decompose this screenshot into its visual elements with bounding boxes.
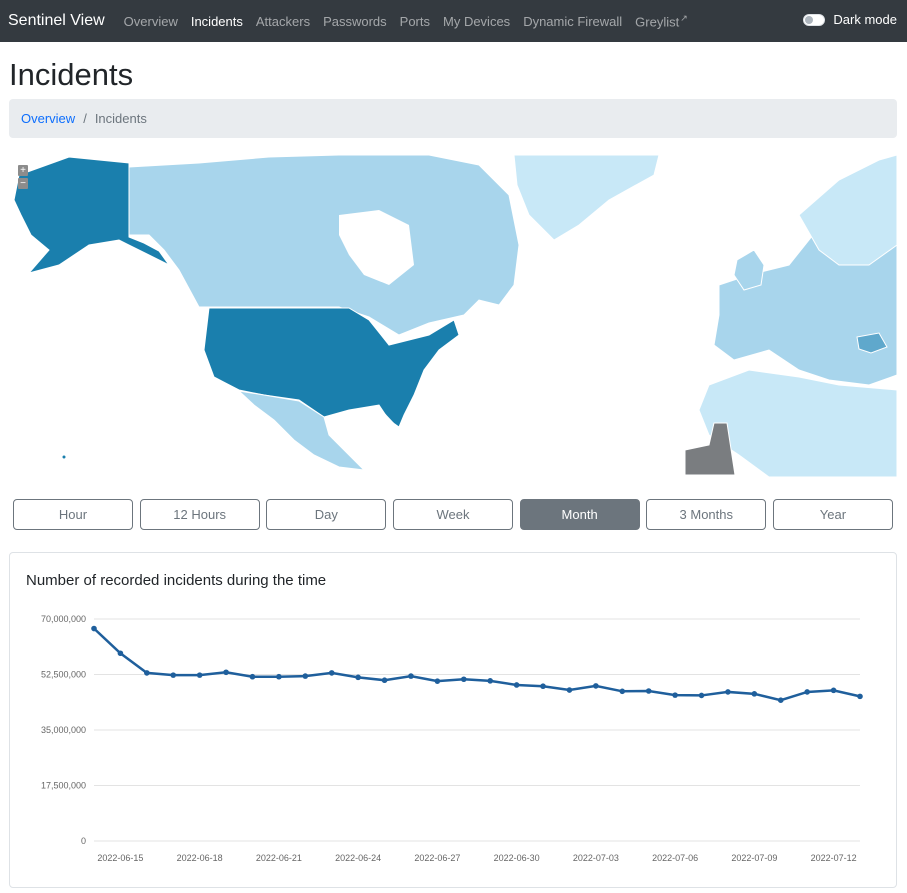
y-tick-label: 0 xyxy=(81,836,86,846)
x-tick-label: 2022-06-27 xyxy=(414,853,460,863)
range-button-hour[interactable]: Hour xyxy=(13,499,133,530)
range-button-3-months[interactable]: 3 Months xyxy=(646,499,767,530)
range-button-year[interactable]: Year xyxy=(772,499,893,530)
data-point xyxy=(725,689,731,695)
x-tick-label: 2022-06-30 xyxy=(494,853,540,863)
switch-knob xyxy=(805,15,814,24)
data-point xyxy=(196,672,203,678)
nav-item-greylist-label: Greylist xyxy=(635,14,680,30)
time-range-selector: Hour 12 Hours Day Week Month 3 Months Ye… xyxy=(13,499,893,530)
y-tick-label: 35,000,000 xyxy=(41,725,86,735)
page-title: Incidents xyxy=(9,57,134,92)
nav-item-greylist[interactable]: Greylist↗ xyxy=(635,13,688,29)
y-tick-label: 52,500,000 xyxy=(41,670,86,680)
data-point xyxy=(249,673,256,680)
breadcrumb-separator: / xyxy=(83,111,87,126)
brand-logo[interactable]: Sentinel View xyxy=(8,12,105,29)
dark-mode-switch[interactable] xyxy=(803,13,826,26)
map-region-north-africa[interactable] xyxy=(698,369,897,477)
data-point xyxy=(408,673,414,679)
map-country-mauritania[interactable] xyxy=(684,422,736,476)
data-point xyxy=(460,676,467,683)
y-tick-label: 70,000,000 xyxy=(41,614,86,624)
map-water-gulf-of-mexico xyxy=(329,407,394,453)
range-button-month[interactable]: Month xyxy=(519,499,640,530)
map-country-uk[interactable] xyxy=(733,249,765,291)
data-point xyxy=(223,669,229,676)
map-country-mexico[interactable] xyxy=(237,390,366,471)
incidents-line-chart: 70,000,000 52,500,000 35,000,000 17,500,000… xyxy=(41,614,863,863)
dark-mode-toggle[interactable]: Dark mode xyxy=(803,12,897,27)
data-point xyxy=(593,683,599,689)
incidents-chart-card: Number of recorded incidents during the … xyxy=(9,552,897,888)
data-point xyxy=(170,672,177,678)
x-tick-label: 2022-06-18 xyxy=(177,853,223,863)
x-tick-label: 2022-07-06 xyxy=(652,853,698,863)
nav-item-attackers[interactable]: Attackers xyxy=(255,13,311,29)
data-point xyxy=(487,678,494,684)
x-tick-label: 2022-07-12 xyxy=(811,853,857,863)
nav-item-overview[interactable]: Overview xyxy=(123,13,178,29)
breadcrumb: Overview / Incidents xyxy=(9,99,897,138)
data-point xyxy=(434,678,441,684)
x-tick-label: 2022-06-21 xyxy=(256,853,302,863)
map-country-alaska[interactable] xyxy=(13,156,170,274)
nav-item-passwords[interactable]: Passwords xyxy=(323,13,387,29)
data-point xyxy=(698,692,705,699)
x-tick-label: 2022-06-15 xyxy=(97,853,143,863)
data-point xyxy=(302,673,309,679)
data-point xyxy=(619,688,626,695)
data-point xyxy=(672,692,678,698)
nav-item-ports[interactable]: Ports xyxy=(399,13,430,29)
data-point xyxy=(91,625,97,632)
data-point xyxy=(777,697,784,703)
map-country-canada[interactable] xyxy=(128,155,520,336)
map-region-scandinavia[interactable] xyxy=(798,155,897,266)
data-point xyxy=(144,670,150,676)
breadcrumb-overview-link[interactable]: Overview xyxy=(21,111,76,126)
external-link-icon: ↗ xyxy=(680,12,688,23)
x-tick-label: 2022-06-24 xyxy=(335,853,381,863)
data-point xyxy=(830,687,837,694)
data-point xyxy=(276,673,282,680)
range-button-week[interactable]: Week xyxy=(392,499,513,530)
data-point xyxy=(857,693,863,700)
series-line xyxy=(93,627,861,702)
map-water-hudson-bay xyxy=(339,210,414,285)
data-point xyxy=(751,691,758,697)
y-tick-label: 17,500,000 xyxy=(41,781,86,791)
data-point xyxy=(381,677,388,684)
breadcrumb-current: Incidents xyxy=(94,111,147,126)
zoom-out-button[interactable]: − xyxy=(18,178,28,189)
top-navbar: Sentinel View Overview Incidents Attacke… xyxy=(0,0,907,42)
nav-item-my-devices[interactable]: My Devices xyxy=(443,13,511,29)
data-point xyxy=(355,674,361,681)
dark-mode-label: Dark mode xyxy=(833,12,897,27)
nav-item-incidents[interactable]: Incidents xyxy=(190,13,243,29)
x-tick-label: 2022-07-09 xyxy=(731,853,777,863)
map-island-marker xyxy=(62,455,66,459)
map-zoom-controls: + − xyxy=(18,165,28,191)
data-point xyxy=(566,687,573,693)
zoom-in-button[interactable]: + xyxy=(18,165,28,176)
data-point xyxy=(540,683,546,690)
data-point xyxy=(117,650,124,657)
x-tick-label: 2022-07-03 xyxy=(573,853,619,863)
chart-title: Number of recorded incidents during the … xyxy=(26,572,327,589)
incidents-world-map[interactable]: + − xyxy=(9,155,897,477)
map-country-greenland[interactable] xyxy=(513,155,660,241)
range-button-day[interactable]: Day xyxy=(266,499,387,530)
range-button-12-hours[interactable]: 12 Hours xyxy=(139,499,260,530)
data-point xyxy=(513,682,520,688)
data-point xyxy=(328,670,335,676)
data-point xyxy=(645,688,652,694)
map-country-bulgaria[interactable] xyxy=(856,332,888,354)
data-point xyxy=(804,689,810,695)
nav-item-dynamic-firewall[interactable]: Dynamic Firewall xyxy=(523,13,623,29)
